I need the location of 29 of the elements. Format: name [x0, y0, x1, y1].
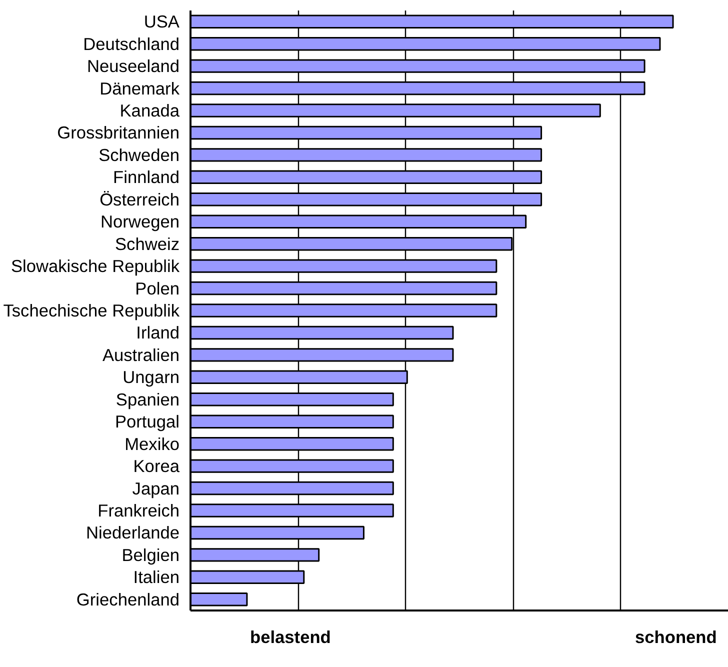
y-tick-label: Österreich — [100, 189, 180, 210]
text: schonend — [635, 626, 717, 649]
y-tick-label: Niederlande — [86, 522, 180, 543]
y-tick-label: Polen — [135, 278, 180, 298]
y-tick-label: Tschechische Republik — [3, 300, 180, 320]
y-tick-label: Japan — [132, 478, 180, 498]
y-tick-label: USA — [144, 12, 180, 32]
y-tick-label: Deutschland — [83, 34, 180, 54]
y-tick-label: Australien — [102, 344, 180, 365]
y-tick-label: Belgien — [122, 544, 180, 565]
y-tick-label: Spanien — [116, 389, 180, 410]
y-tick-label: Mexiko — [124, 434, 180, 454]
y-tick-label: Norwegen — [100, 212, 180, 232]
y-tick-label: Portugal — [114, 412, 180, 432]
y-tick-label: Dänemark — [100, 78, 180, 98]
y-tick-label: Griechenland — [76, 589, 180, 610]
y-tick-label: Korea — [133, 456, 180, 476]
y-tick-label: Frankreich — [98, 500, 180, 520]
y-tick-label: Ungarn — [122, 367, 180, 388]
y-tick-label: Schweden — [98, 144, 180, 165]
y-tick-label: Slowakische Republik — [10, 256, 180, 276]
y-tick-label: Finnland — [113, 167, 180, 188]
text: belastend — [250, 626, 331, 649]
y-tick-label: Grossbritannien — [57, 122, 180, 143]
y-tick-label: Italien — [133, 567, 180, 588]
y-tick-label: Irland — [136, 322, 180, 343]
y-tick-label: Schweiz — [114, 234, 180, 254]
y-tick-label: Kanada — [120, 100, 180, 120]
y-tick-label: Neuseeland — [87, 56, 180, 76]
